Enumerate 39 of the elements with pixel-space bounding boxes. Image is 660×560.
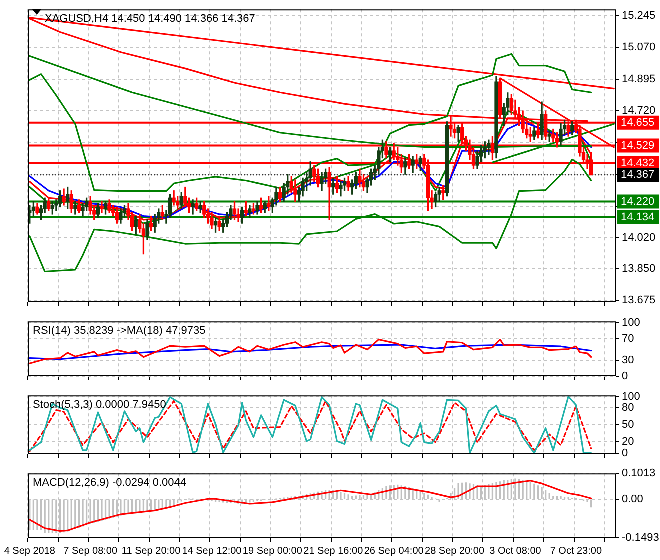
y-tick-label: 14.895 — [622, 73, 656, 86]
x-tick-label: 26 Sep 04:00 — [364, 546, 424, 557]
ref-line-label: 14.220 — [621, 196, 655, 208]
ref-line-label: 14.134 — [621, 211, 655, 224]
chart-title: MACD(12,26,9) -0.0294 0.0044 — [33, 477, 186, 490]
ref-line-label: 14.529 — [621, 140, 655, 152]
x-tick-label: 7 Oct 23:00 — [550, 546, 602, 557]
y-tick-label: 0 — [622, 370, 628, 382]
y-tick-label: 14.020 — [622, 232, 656, 244]
x-tick-label: 7 Sep 08:00 — [64, 546, 118, 557]
ref-line-label: 14.655 — [621, 116, 655, 129]
x-tick-label: 21 Sep 16:00 — [304, 546, 364, 557]
y-tick-label: 15.245 — [622, 10, 656, 22]
x-tick-label: 14 Sep 12:00 — [182, 546, 242, 557]
y-tick-label: 13.675 — [622, 294, 656, 307]
y-tick-label: 30 — [622, 354, 634, 366]
y-tick-label: -0.1493 — [622, 532, 660, 544]
chart-title: Stoch(5,3,3) 0.0000 7.9450 — [33, 399, 166, 412]
y-tick-label: 0.1013 — [622, 468, 656, 480]
y-tick-label: 20 — [622, 436, 634, 448]
x-tick-label: 4 Sep 2018 — [4, 546, 56, 557]
y-tick-label: 70 — [622, 333, 634, 346]
chart-title: XAGUSD,H4 14.450 14.490 14.366 14.367 — [45, 13, 256, 26]
y-tick-label: 100 — [622, 390, 640, 403]
y-tick-label: 0.00 — [622, 494, 644, 506]
y-tick-label: 14.720 — [622, 105, 656, 118]
x-tick-label: 3 Oct 08:00 — [490, 546, 542, 557]
y-tick-label: 13.850 — [622, 262, 656, 275]
y-tick-label: 50 — [622, 419, 634, 432]
y-tick-label: 15.070 — [622, 42, 656, 54]
x-tick-label: 28 Sep 20:00 — [425, 546, 485, 557]
ref-line-label: 14.432 — [621, 157, 655, 170]
x-tick-label: 11 Sep 20:00 — [122, 546, 182, 557]
y-tick-label: 100 — [622, 317, 640, 330]
y-tick-label: 0 — [622, 447, 628, 460]
ref-line-label: 14.367 — [621, 169, 655, 182]
y-tick-label: 80 — [622, 402, 634, 414]
x-tick-label: 19 Sep 00:00 — [242, 546, 303, 557]
chart-title: RSI(14) 35.8239 ->MA(18) 47.9735 — [33, 325, 206, 338]
